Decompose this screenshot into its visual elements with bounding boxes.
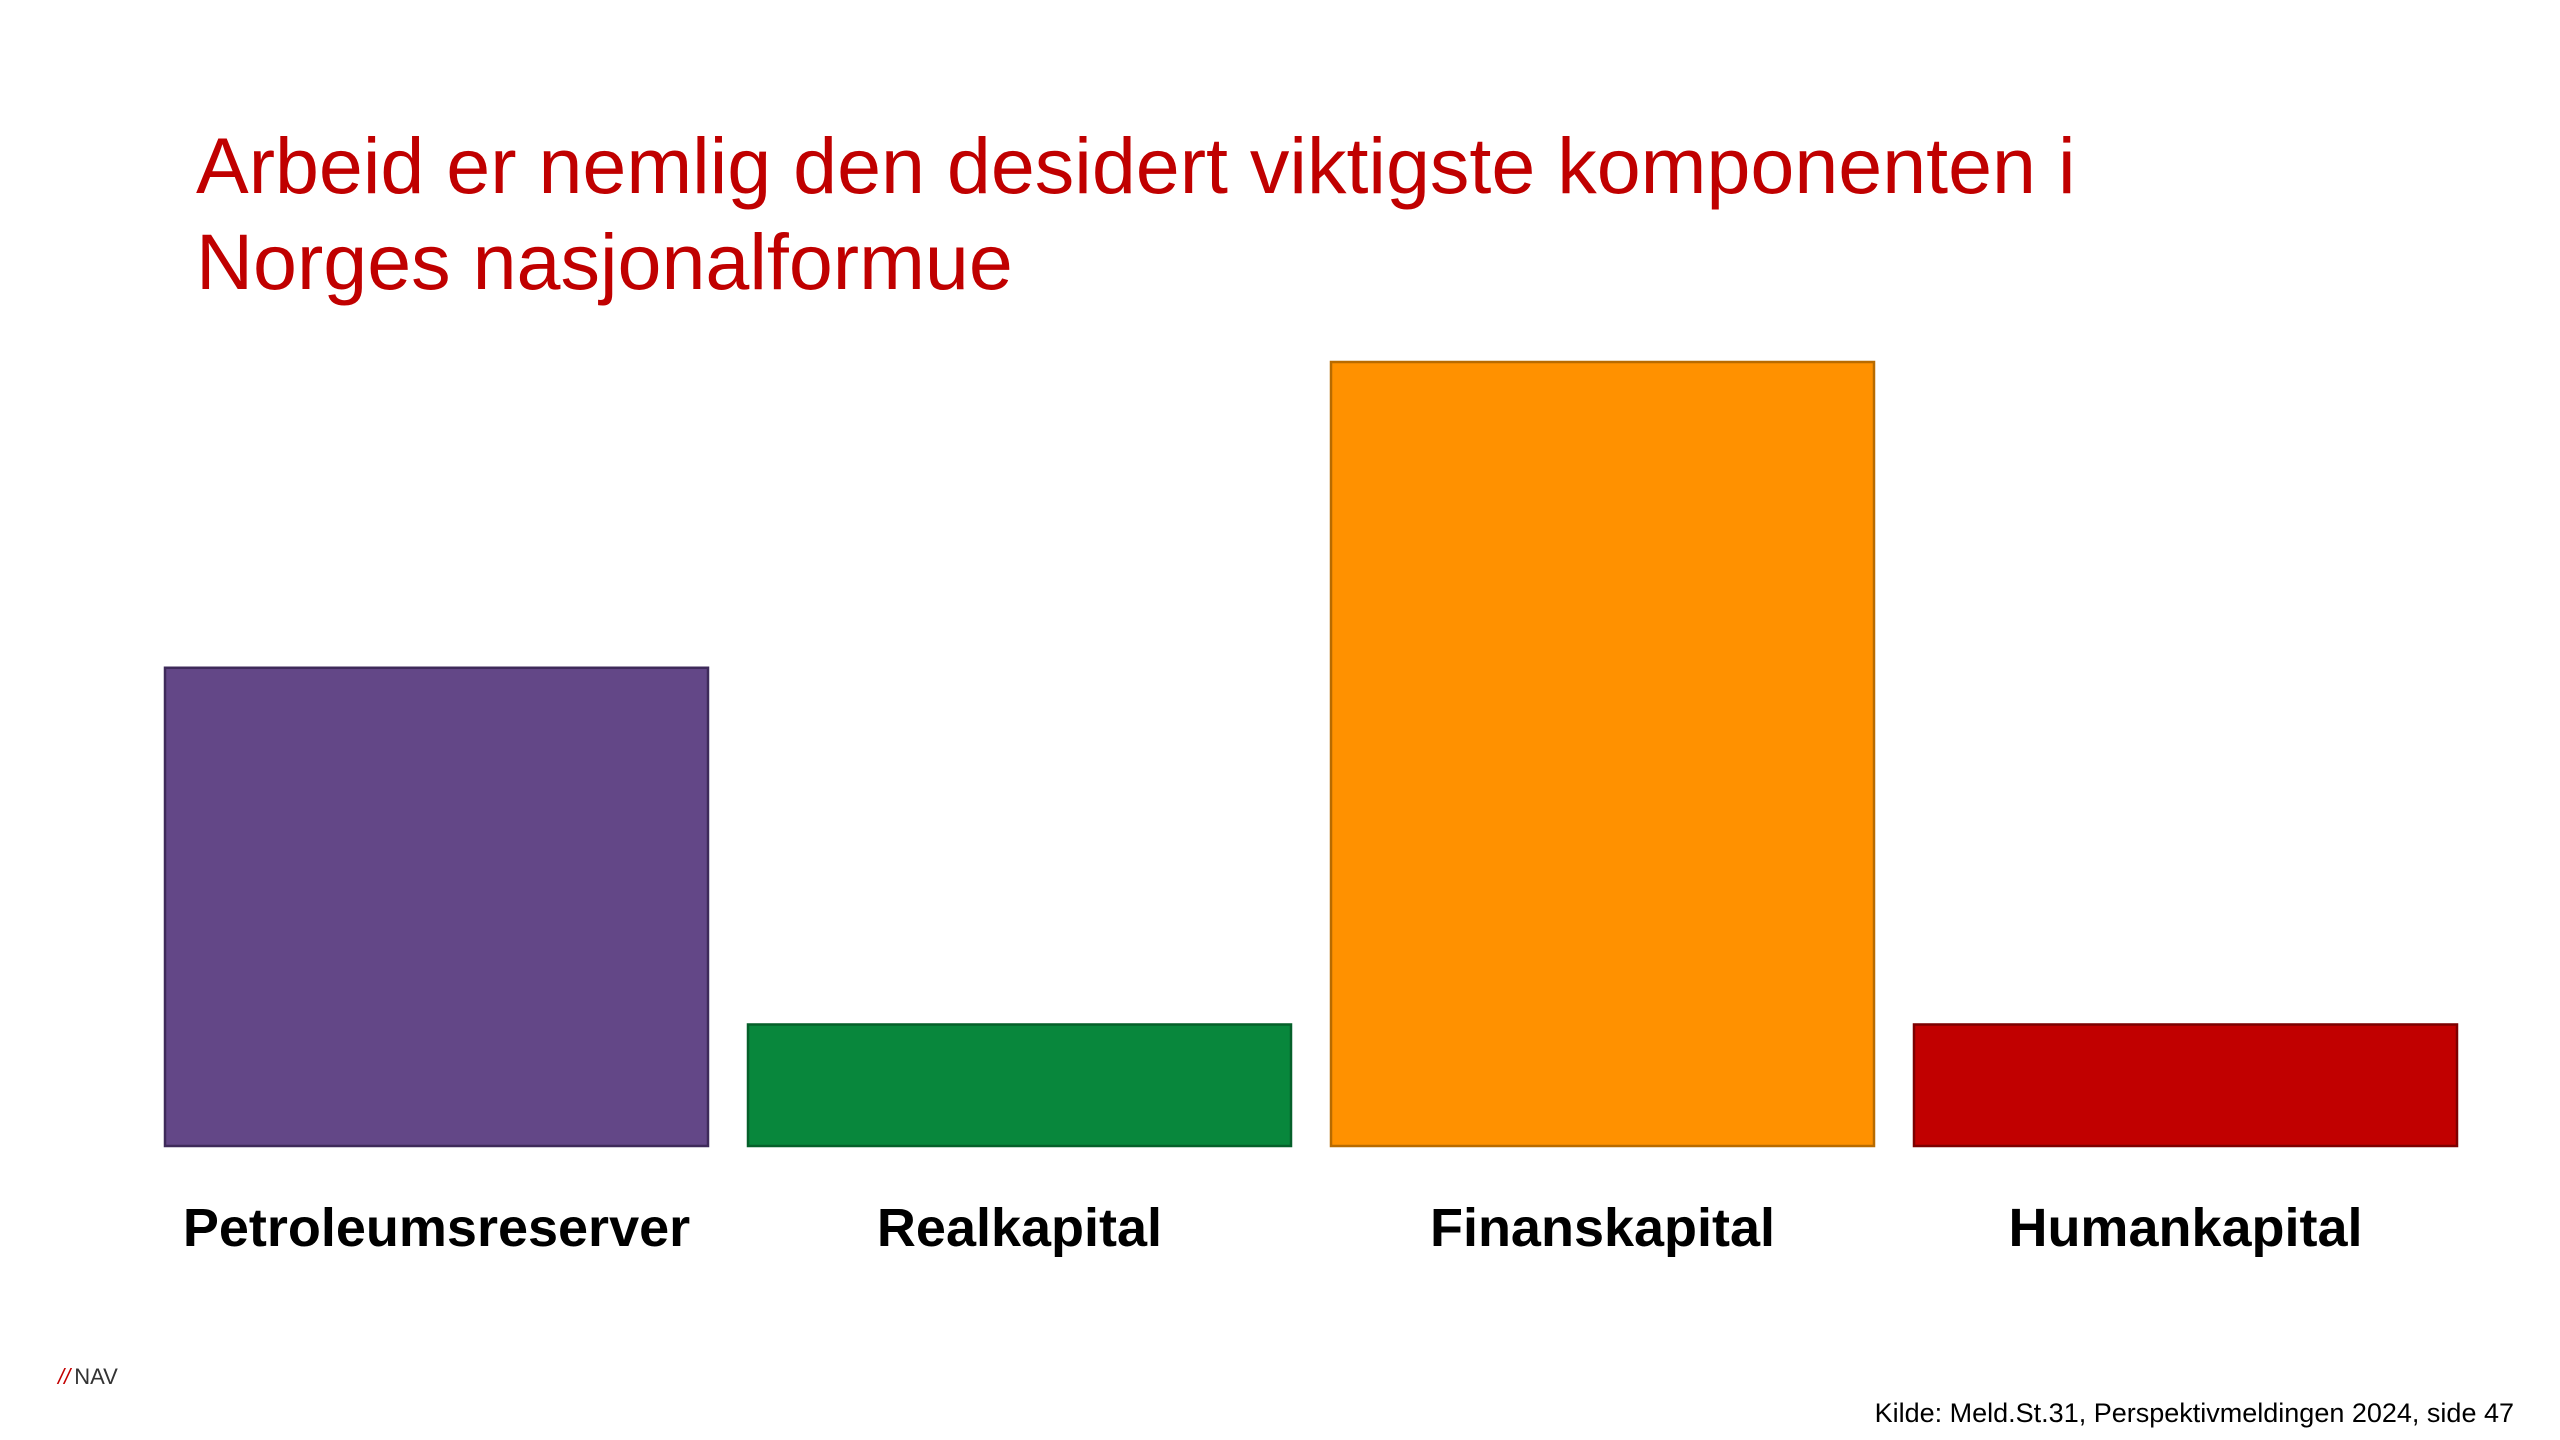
- bar-realkapital: [746, 1023, 1293, 1148]
- slide-title: Arbeid er nemlig den desidert viktigste …: [196, 118, 2396, 310]
- category-label-petroleumsreserver: Petroleumsreserver: [183, 1198, 690, 1258]
- category-label-finanskapital: Finanskapital: [1430, 1198, 1775, 1258]
- source-note: Kilde: Meld.St.31, Perspektivmeldingen 2…: [1874, 1398, 2514, 1428]
- logo-text: NAV: [74, 1364, 118, 1389]
- nav-logo: //NAV: [58, 1364, 118, 1390]
- bar-petroleumsreserver: [163, 666, 710, 1148]
- category-label-humankapital: Humankapital: [2008, 1198, 2362, 1258]
- slide-title-line-2: Norges nasjonalformue: [196, 217, 1013, 306]
- bar-humankapital: [1912, 1023, 2459, 1148]
- category-label-realkapital: Realkapital: [877, 1198, 1162, 1258]
- logo-slashes-icon: //: [58, 1364, 71, 1389]
- bar-finanskapital: [1329, 360, 1876, 1148]
- slide-title-line-1: Arbeid er nemlig den desidert viktigste …: [196, 121, 2076, 210]
